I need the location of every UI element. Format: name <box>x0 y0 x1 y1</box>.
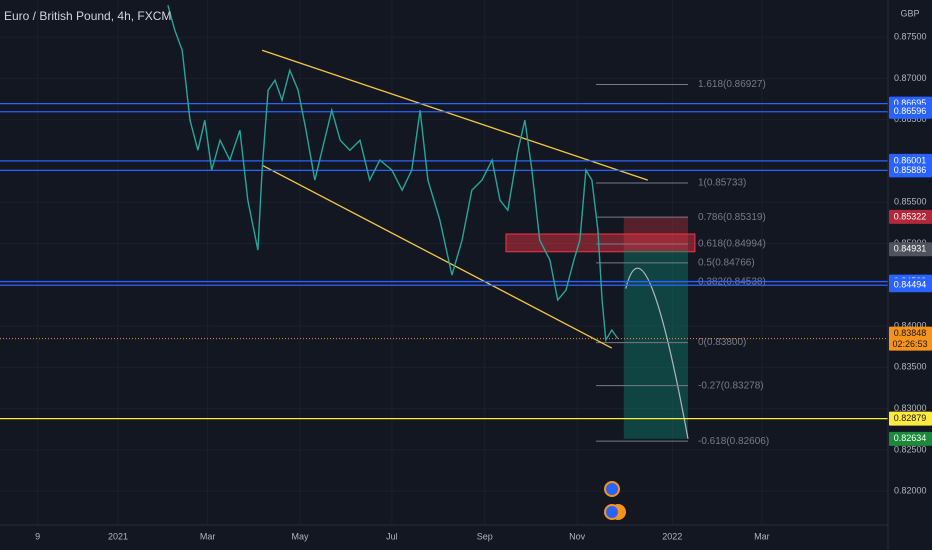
price-tag <box>889 242 932 257</box>
price-tag <box>889 411 932 426</box>
x-tick-label: 2022 <box>662 531 682 541</box>
x-tick-label: Mar <box>200 531 216 541</box>
fib-label: 0(0.83800) <box>698 337 746 348</box>
x-tick-label: Jul <box>386 531 398 541</box>
fib-label: -0.27(0.83278) <box>698 380 764 391</box>
price-tag-label: 0.84931 <box>894 244 927 254</box>
price-tag-label: 0.85886 <box>894 165 927 175</box>
fib-label: 1.618(0.86927) <box>698 79 766 90</box>
y-tick-label: 0.83000 <box>894 403 927 413</box>
currency: GBP <box>900 8 919 18</box>
fib-label: 0.618(0.84994) <box>698 239 766 250</box>
plot-area: 1.618(0.86927) 1(0.85733) 0.786(0.85319) 0.… <box>0 5 888 447</box>
price-tag-label: 0.82879 <box>894 413 927 423</box>
fib-label: 0.786(0.85319) <box>698 212 766 223</box>
price-tag-label: 0.86695 <box>894 98 927 108</box>
price-tag <box>889 104 932 119</box>
axis-layer: 0.875000.870000.865000.860000.855000.850… <box>35 32 932 541</box>
target-area <box>623 249 688 439</box>
y-tick-label: 0.87500 <box>894 32 927 42</box>
trendline <box>261 49 649 181</box>
y-tick-label: 0.85500 <box>894 197 927 207</box>
price-tag <box>889 278 932 293</box>
y-tick-label: 0.82500 <box>894 444 927 454</box>
price-tag <box>889 326 932 351</box>
price-tag <box>889 163 932 178</box>
trendline <box>261 164 613 349</box>
fib-label: -0.618(0.82606) <box>698 436 769 447</box>
price-tag <box>889 431 932 446</box>
y-tick-label: 0.87000 <box>894 73 927 83</box>
countdown: 02:26:53 <box>892 339 927 349</box>
y-tick-label: 0.83500 <box>894 362 927 372</box>
price-line <box>167 5 619 343</box>
price-tag-label: 0.82634 <box>894 433 927 443</box>
x-tick-label: Mar <box>754 531 770 541</box>
price-tag-label: 0.85322 <box>894 211 927 221</box>
x-tick-label: Sep <box>477 531 493 541</box>
y-tick-label: 0.82000 <box>894 486 927 496</box>
x-tick-label: Nov <box>569 531 586 541</box>
y-tick-label: 0.84000 <box>894 320 927 330</box>
supply-zone <box>505 233 696 253</box>
y-tick-label: 0.86500 <box>894 114 927 124</box>
fib-label: 0.5(0.84766) <box>698 257 755 268</box>
icons <box>604 481 626 520</box>
x-tick-label: 9 <box>35 531 40 541</box>
price-tag-label: 0.86596 <box>894 106 927 116</box>
price-tag <box>889 209 932 224</box>
x-tick-label: May <box>291 531 309 541</box>
last-price-label: 0.83848 <box>894 328 927 338</box>
price-tag-label: 0.84494 <box>894 280 927 290</box>
fib-label: 1(0.85733) <box>698 178 746 189</box>
chart-title: Euro / British Pound, 4h, FXCM <box>4 9 171 23</box>
x-tick-label: 2021 <box>108 531 128 541</box>
price-tag-label: 0.86001 <box>894 155 927 165</box>
